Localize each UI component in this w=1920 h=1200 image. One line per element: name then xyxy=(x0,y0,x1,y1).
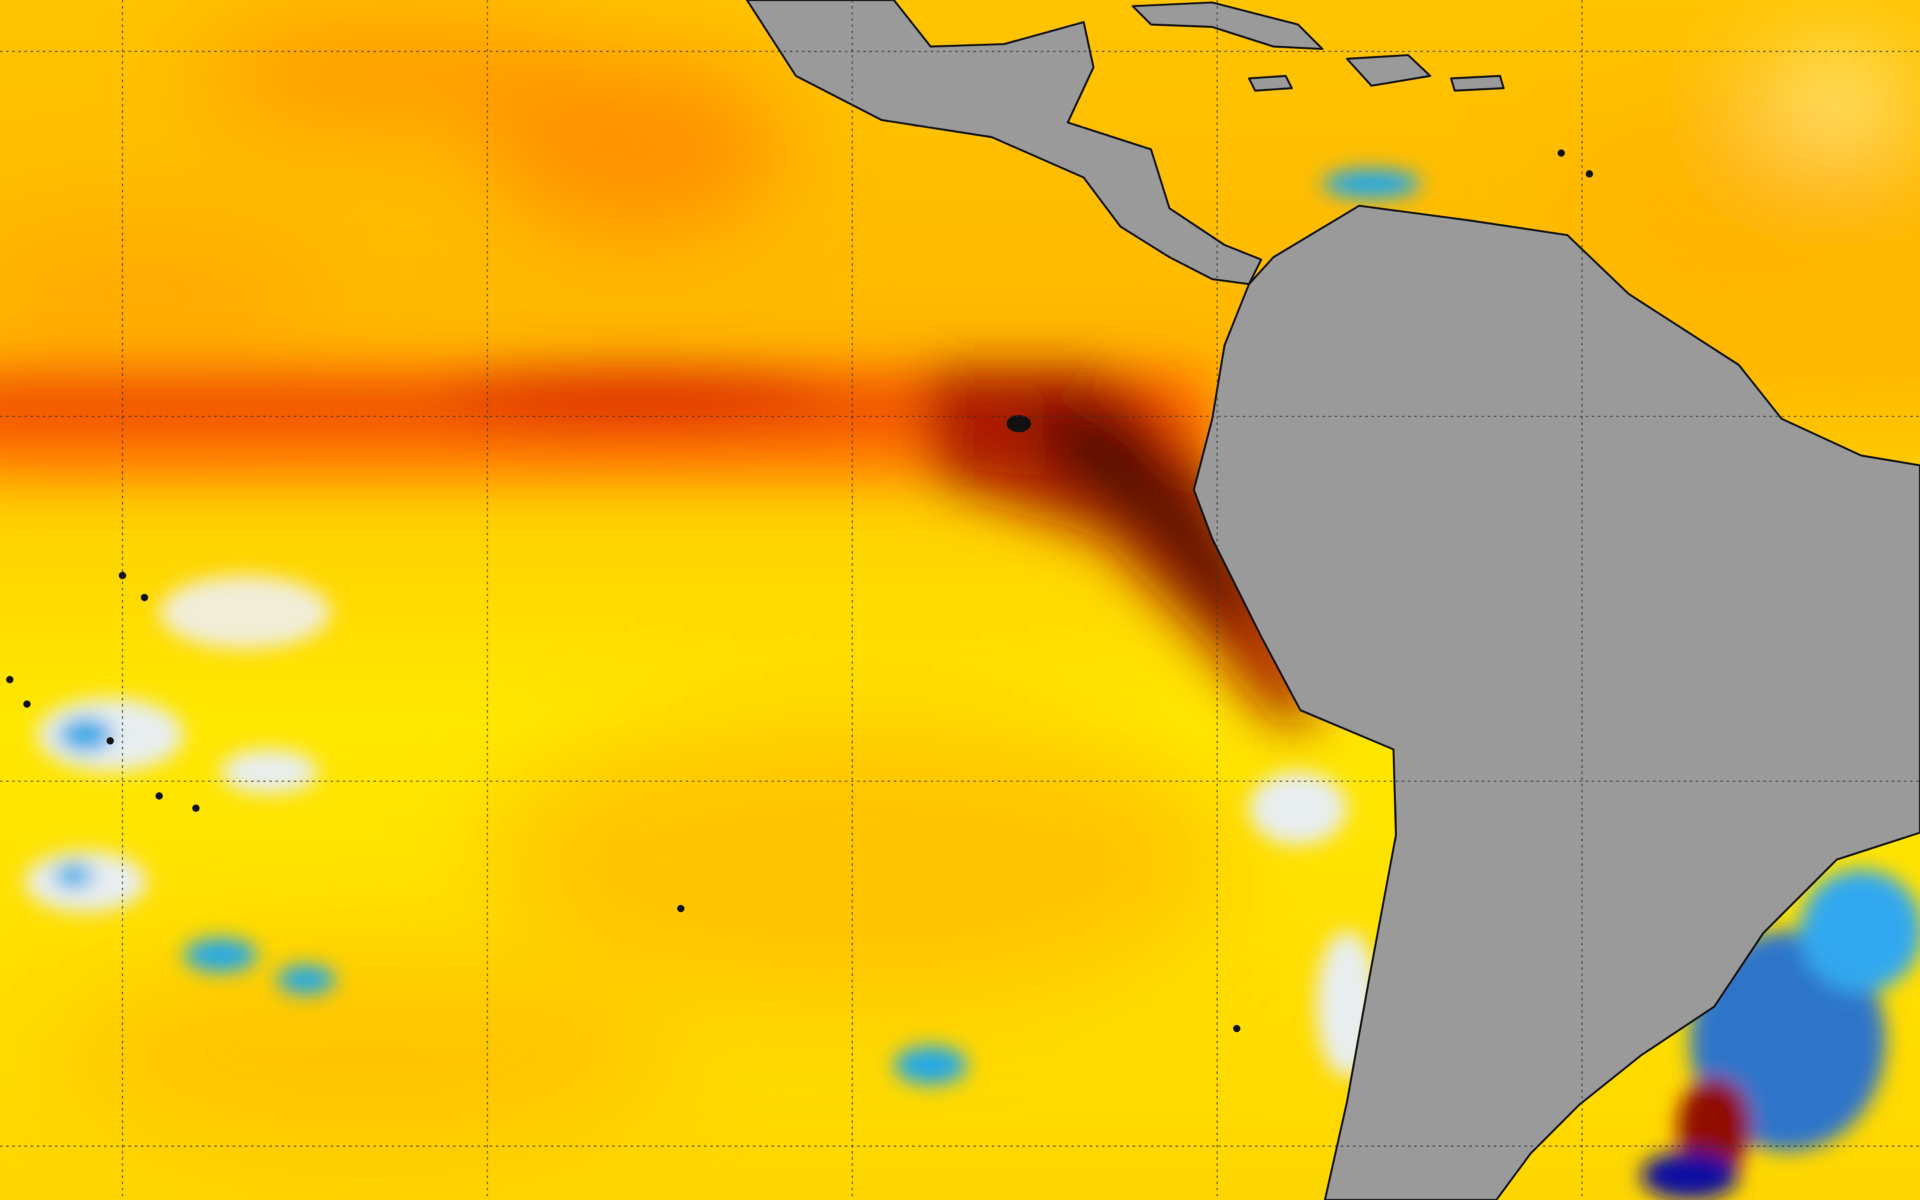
island xyxy=(106,737,114,745)
south-america xyxy=(1192,204,1920,1200)
hispaniola xyxy=(1345,54,1432,87)
neutral-patch xyxy=(220,749,319,794)
cold-patch xyxy=(58,717,113,752)
coastal-peak xyxy=(1028,404,1262,625)
warm-patch xyxy=(489,61,784,233)
cold-patch xyxy=(893,1045,968,1085)
island xyxy=(1557,149,1565,157)
island xyxy=(192,804,200,812)
warm-eddy xyxy=(1677,1077,1752,1176)
jamaica xyxy=(1248,74,1293,92)
warm-patch xyxy=(195,12,588,135)
neutral-patch xyxy=(1248,771,1347,845)
cold-patch xyxy=(1322,168,1421,199)
galapagos xyxy=(1006,415,1032,433)
cold-patch xyxy=(183,937,258,973)
warm-patch xyxy=(61,955,674,1152)
central-america xyxy=(745,0,1263,286)
warm-patch xyxy=(489,710,1225,1005)
cool-patch xyxy=(1763,48,1911,147)
island xyxy=(6,675,14,684)
islands xyxy=(6,149,1594,1033)
island xyxy=(155,792,163,800)
warm-patch xyxy=(0,220,331,368)
band-core xyxy=(440,367,833,429)
island xyxy=(1233,1024,1241,1033)
cold-eddy xyxy=(1640,1151,1739,1200)
warm-patches xyxy=(0,12,1920,1152)
land xyxy=(745,0,1920,1200)
cool-speckles xyxy=(24,168,1920,1200)
cold-patch xyxy=(1800,869,1920,992)
cold-patch xyxy=(53,863,94,888)
island xyxy=(23,700,31,708)
puerto-rico xyxy=(1450,74,1505,92)
island xyxy=(1585,170,1594,178)
island xyxy=(140,593,149,602)
island xyxy=(677,904,685,913)
coastal-core xyxy=(930,367,1323,723)
equatorial-band xyxy=(0,367,1323,723)
neutral-patch xyxy=(159,575,331,649)
cuba xyxy=(1131,1,1324,50)
cold-patch xyxy=(276,964,336,995)
